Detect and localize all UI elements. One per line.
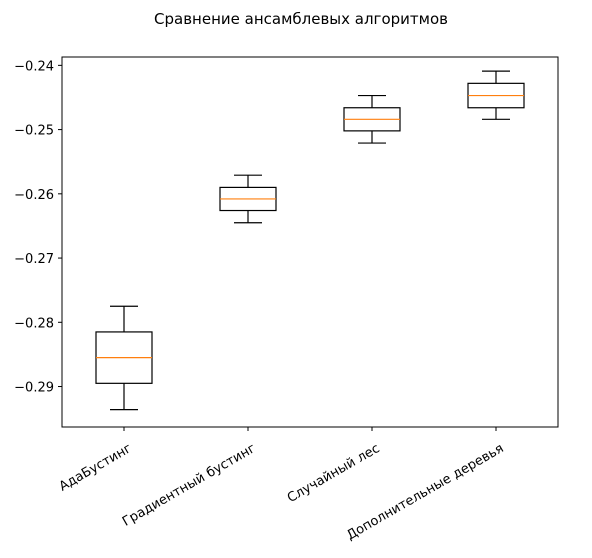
y-tick-label: −0.29	[14, 381, 54, 396]
y-tick-label: −0.26	[14, 188, 54, 203]
y-tick-label: −0.24	[14, 59, 54, 74]
y-tick-label: −0.27	[14, 252, 54, 267]
y-tick-label: −0.25	[14, 124, 54, 139]
y-tick-label: −0.28	[14, 316, 54, 331]
chart-title: Сравнение ансамблевых алгоритмов	[154, 10, 448, 28]
axes-frame	[61, 56, 559, 428]
